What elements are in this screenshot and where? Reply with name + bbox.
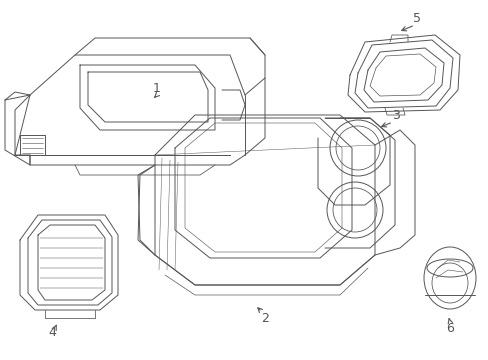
Text: 6: 6: [445, 321, 453, 334]
Text: 5: 5: [412, 12, 420, 24]
Text: 3: 3: [391, 108, 399, 122]
Text: 4: 4: [48, 327, 56, 339]
Text: 2: 2: [261, 311, 268, 324]
Text: 1: 1: [153, 81, 161, 95]
